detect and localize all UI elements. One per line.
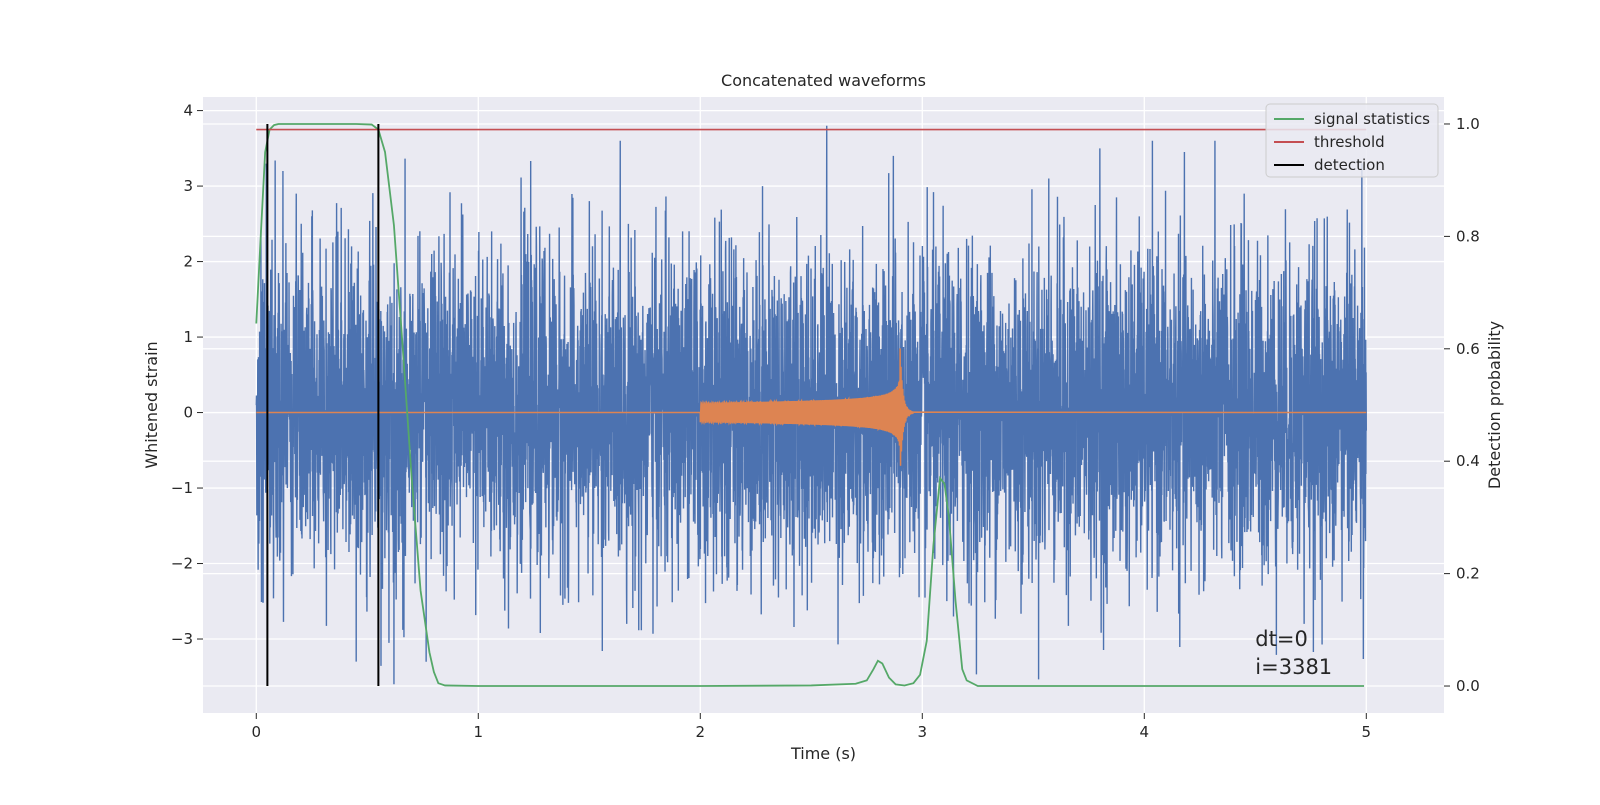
legend-label: detection [1314,156,1385,174]
series-line-signal-statistics [255,123,1365,687]
x-axis-label: Time (s) [790,744,856,763]
y2-tick-label: 0.8 [1456,227,1480,245]
x-tick-label: 2 [696,723,706,741]
y2-tick-label: 0.6 [1456,340,1480,358]
legend-items: signal statistics threshold detection [1274,110,1430,174]
y-tick-label: 4 [183,102,193,120]
annotation-dt: dt=0 [1255,627,1308,651]
annotation-index: i=3381 [1255,655,1332,679]
y-tick-label: 2 [183,253,193,271]
y-tick-label: −2 [171,555,193,573]
y-tick-label: 3 [183,177,193,195]
x-tick-label: 0 [252,723,262,741]
series-line-injected-signal [256,348,1367,466]
y-axis-label: Whitened strain [142,341,161,468]
y-tick-label: 0 [183,404,193,422]
x-tick-label: 1 [474,723,484,741]
chart-title: Concatenated waveforms [721,71,926,90]
y-tick-label: −3 [171,630,193,648]
y2-tick-label: 0.0 [1456,677,1480,695]
y2-axis-label: Detection probability [1485,321,1504,489]
data-layer [255,123,1367,687]
y-tick-label: 1 [183,328,193,346]
y2-tick-label: 0.4 [1456,452,1480,470]
detection-lines [266,123,380,687]
x-tick-label: 4 [1140,723,1150,741]
legend-box [1265,103,1439,178]
y2-tick-label: 0.2 [1456,565,1480,583]
legend-label: threshold [1314,133,1385,151]
legend: signal statistics threshold detection [1265,103,1439,178]
y2-tick-label: 1.0 [1456,115,1480,133]
legend-label: signal statistics [1314,110,1430,128]
x-tick-label: 3 [918,723,928,741]
axis-ticks: 0 1 2 3 4 5 −3 −2 −1 0 1 2 3 4 0.0 0.2 0.4 0.6 0.8 1.0 [171,102,1480,741]
x-tick-label: 5 [1362,723,1372,741]
y-tick-label: −1 [171,479,193,497]
